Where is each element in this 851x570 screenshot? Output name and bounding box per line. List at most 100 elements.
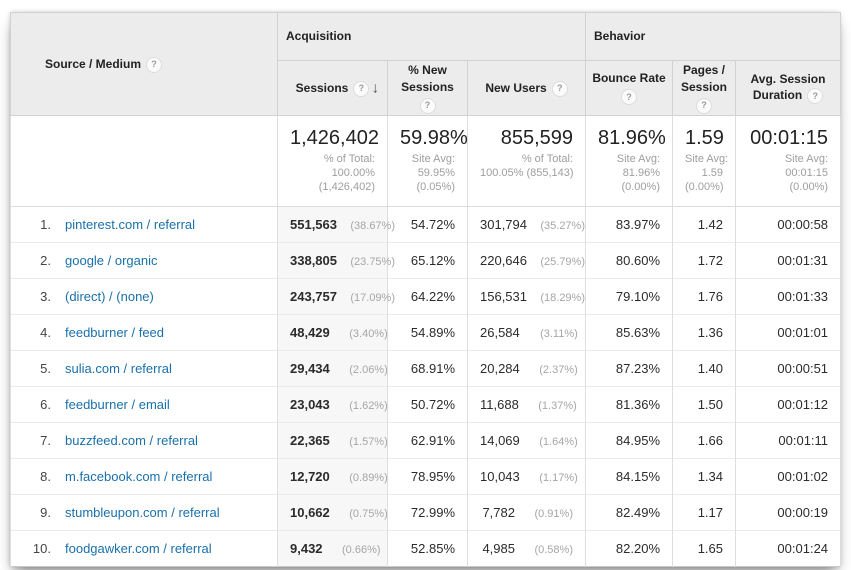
sessions-value: 29,434: [290, 361, 330, 376]
percent-new-sessions-cell: 50.72%: [387, 386, 468, 423]
group-header-behavior: Behavior: [584, 12, 842, 61]
new-users-percent: (18.29%): [540, 292, 585, 304]
help-icon[interactable]: ?: [621, 89, 637, 105]
help-icon[interactable]: ?: [146, 56, 163, 73]
sessions-cell: 10,662 (0.75%): [277, 494, 388, 531]
pages-per-session-value: 1.36: [697, 325, 723, 340]
sessions-percent: (0.75%): [349, 508, 388, 520]
avg-session-duration-cell: 00:01:24: [734, 530, 842, 567]
bounce-rate-cell: 87.23%: [585, 350, 673, 387]
source-medium-link[interactable]: sulia.com / referral: [65, 361, 172, 376]
pages-per-session-value: 1.50: [697, 397, 723, 412]
totals-empty-cell: [10, 115, 278, 207]
pages-per-session-cell: 1.17: [672, 494, 736, 531]
totals-bounce-rate-subtext: Site Avg: 81.96% (0.00%): [616, 153, 660, 193]
percent-new-sessions-cell: 54.89%: [387, 314, 468, 351]
sessions-cell: 9,432 (0.66%): [277, 530, 388, 567]
new-users-value: 156,531: [480, 289, 527, 304]
avg-session-duration-cell: 00:01:12: [734, 386, 842, 423]
percent-new-sessions-value: 68.91%: [410, 361, 455, 376]
help-icon[interactable]: ?: [551, 80, 568, 97]
source-medium-link[interactable]: m.facebook.com / referral: [65, 469, 213, 484]
column-header-sessions[interactable]: Sessions ? ↓: [277, 60, 388, 116]
totals-avg-session-duration-subtext: Site Avg: 00:01:15 (0.00%): [784, 153, 829, 193]
pages-session-label-line1: Pages /: [682, 62, 726, 77]
pages-per-session-value: 1.76: [697, 289, 723, 304]
percent-new-sessions-value: 54.89%: [410, 325, 455, 340]
sessions-cell: 338,805 (23.75%): [277, 242, 395, 279]
avg-session-duration-value: 00:01:31: [777, 253, 829, 268]
percent-new-sessions-cell: 64.22%: [387, 278, 468, 315]
new-users-value: 26,584: [480, 325, 520, 340]
totals-percent-new-sessions-subtext: Site Avg: 59.95% (0.05%): [411, 153, 455, 193]
source-medium-link[interactable]: stumbleupon.com / referral: [65, 505, 220, 520]
bounce-rate-value: 87.23%: [615, 361, 660, 376]
bounce-rate-cell: 80.60%: [585, 242, 673, 279]
new-users-cell: 26,584 (3.11%): [467, 314, 586, 351]
totals-pages-per-session-subtext: Site Avg: 1.59 (0.00%): [685, 153, 729, 193]
avg-session-duration-value: 00:01:11: [778, 433, 829, 448]
bounce-rate-cell: 81.36%: [585, 386, 673, 423]
percent-new-sessions-value: 65.12%: [410, 253, 455, 268]
source-medium-link[interactable]: buzzfeed.com / referral: [65, 433, 198, 448]
sort-descending-icon[interactable]: ↓: [371, 79, 380, 97]
new-users-value: 220,646: [480, 253, 527, 268]
table-row: 7. buzzfeed.com / referral 22,365 (1.57%) …: [10, 422, 842, 459]
source-medium-link[interactable]: pinterest.com / referral: [65, 217, 196, 232]
new-users-percent: (1.37%): [538, 400, 577, 412]
row-index: 9.: [40, 505, 51, 520]
source-medium-link[interactable]: feedburner / feed: [65, 325, 165, 340]
source-medium-link[interactable]: foodgawker.com / referral: [65, 541, 212, 556]
sessions-value: 48,429: [290, 325, 330, 340]
new-users-value: 4,985: [482, 541, 515, 556]
row-index: 1.: [40, 217, 51, 232]
analytics-table-card: Source / Medium ? Acquisition Behavior S…: [10, 12, 842, 567]
new-users-cell: 4,985 (0.58%): [467, 530, 586, 567]
new-users-percent: (1.17%): [539, 472, 578, 484]
bounce-rate-label: Bounce Rate: [592, 71, 666, 85]
column-header-percent-new-sessions[interactable]: % New Sessions ?: [387, 60, 468, 116]
source-medium-link[interactable]: google / organic: [65, 253, 158, 268]
help-icon[interactable]: ?: [353, 80, 370, 97]
avg-session-duration-value: 00:01:02: [777, 469, 829, 484]
avg-session-duration-cell: 00:01:11: [734, 422, 842, 459]
new-users-percent: (2.37%): [539, 364, 578, 376]
avg-session-duration-value: 00:01:24: [777, 541, 829, 556]
percent-new-sessions-cell: 78.95%: [387, 458, 468, 495]
new-users-value: 11,688: [480, 397, 519, 412]
pages-per-session-cell: 1.65: [672, 530, 736, 567]
column-header-source-medium[interactable]: Source / Medium ?: [10, 12, 278, 116]
column-header-bounce-rate[interactable]: Bounce Rate ?: [585, 60, 673, 116]
percent-new-sessions-value: 78.95%: [410, 469, 455, 484]
bounce-rate-cell: 85.63%: [585, 314, 673, 351]
percent-new-sessions-cell: 72.99%: [387, 494, 468, 531]
sessions-value: 551,563: [290, 217, 337, 232]
pages-per-session-cell: 1.42: [672, 206, 736, 243]
avg-session-duration-cell: 00:01:01: [734, 314, 842, 351]
row-index: 8.: [40, 469, 51, 484]
new-users-cell: 20,284 (2.37%): [467, 350, 586, 387]
percent-new-sessions-cell: 54.72%: [387, 206, 468, 243]
help-icon[interactable]: ?: [419, 97, 436, 114]
source-medium-link[interactable]: (direct) / (none): [65, 289, 154, 304]
bounce-rate-cell: 82.49%: [585, 494, 673, 531]
sessions-cell: 23,043 (1.62%): [277, 386, 388, 423]
new-users-percent: (0.91%): [534, 508, 573, 520]
column-header-avg-session-duration[interactable]: Avg. Session Duration ?: [734, 60, 842, 116]
percent-new-sessions-label-line1: % New: [408, 62, 447, 77]
source-medium-label: Source / Medium: [45, 56, 142, 71]
sessions-percent: (2.06%): [349, 364, 388, 376]
column-header-pages-per-session[interactable]: Pages / Session ?: [672, 60, 736, 116]
avg-session-duration-cell: 00:01:33: [734, 278, 842, 315]
pages-per-session-value: 1.42: [697, 217, 723, 232]
totals-pages-per-session: 1.59 Site Avg: 1.59 (0.00%): [672, 115, 736, 207]
column-header-new-users[interactable]: New Users ?: [467, 60, 586, 116]
help-icon[interactable]: ?: [696, 97, 712, 114]
bounce-rate-value: 81.36%: [615, 397, 660, 412]
table-row: 2. google / organic 338,805 (23.75%) 65.12…: [10, 242, 842, 279]
bounce-rate-value: 80.60%: [615, 253, 660, 268]
help-icon[interactable]: ?: [807, 88, 824, 104]
avg-duration-label-line2: Duration: [752, 88, 803, 102]
sessions-percent: (1.62%): [349, 400, 388, 412]
source-medium-link[interactable]: feedburner / email: [65, 397, 170, 412]
